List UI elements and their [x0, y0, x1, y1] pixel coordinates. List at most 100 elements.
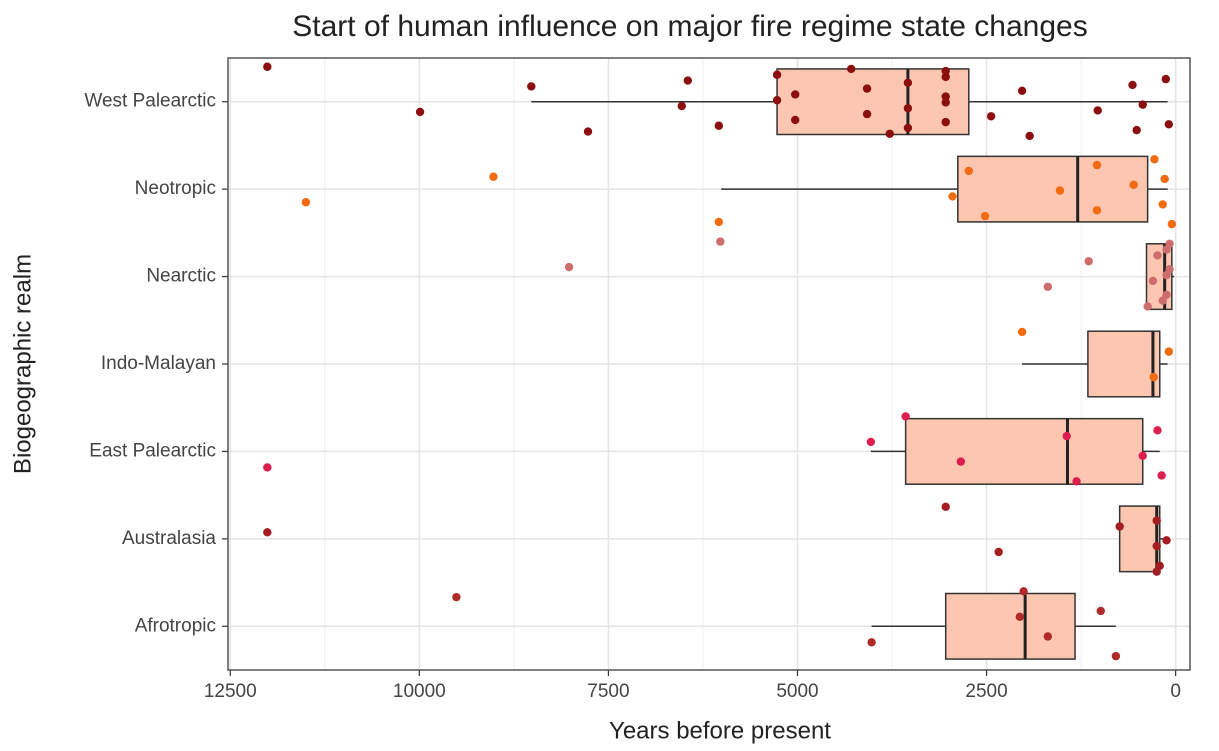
point: [452, 592, 461, 602]
box: [944, 592, 1076, 660]
point: [903, 123, 913, 133]
point: [941, 72, 950, 82]
point: [1092, 206, 1102, 215]
point: [846, 64, 856, 74]
y-axis-title: Biogeographic realm: [9, 254, 36, 474]
x-tick-label: 10000: [393, 681, 446, 702]
point: [903, 78, 913, 87]
point: [1152, 516, 1161, 525]
point: [772, 70, 782, 79]
point: [1025, 131, 1034, 141]
y-tick-label: Indo-Malayan: [101, 353, 216, 374]
point: [862, 84, 872, 93]
point: [980, 211, 990, 221]
point: [1017, 327, 1027, 337]
box: [1118, 505, 1161, 573]
point: [1152, 541, 1161, 551]
point: [1167, 219, 1177, 229]
x-tick-label: 0: [1170, 681, 1181, 702]
point: [1162, 290, 1171, 299]
point: [941, 92, 950, 101]
x-axis-title: Years before present: [609, 717, 831, 744]
point: [885, 129, 894, 138]
y-tick-label: Afrotropic: [135, 615, 216, 636]
point: [1157, 471, 1166, 480]
point: [1160, 174, 1169, 184]
point: [1092, 160, 1102, 170]
point: [527, 82, 536, 91]
point: [263, 528, 272, 537]
box: [904, 417, 1144, 485]
point: [941, 98, 950, 107]
point: [1138, 100, 1147, 109]
point: [1015, 612, 1025, 622]
point: [1164, 120, 1174, 129]
point: [1111, 651, 1121, 661]
point: [1165, 239, 1174, 248]
point: [1158, 200, 1167, 209]
point: [1149, 372, 1158, 382]
y-tick-label: East Palearctic: [89, 440, 216, 461]
point: [862, 109, 872, 119]
point: [791, 115, 800, 125]
x-tick-label: 12500: [204, 681, 257, 702]
point: [772, 96, 782, 105]
x-tick-label: 7500: [587, 681, 629, 702]
point: [941, 66, 950, 76]
point: [677, 101, 686, 111]
point: [683, 76, 693, 85]
point: [1138, 451, 1147, 460]
point: [956, 457, 966, 466]
point: [986, 112, 996, 121]
point: [1143, 302, 1152, 311]
box: [1087, 330, 1161, 398]
point: [1165, 265, 1174, 274]
point: [564, 262, 574, 272]
point: [948, 192, 957, 201]
point: [714, 121, 724, 130]
point: [489, 172, 498, 181]
point: [1017, 86, 1027, 95]
point: [941, 502, 950, 511]
y-tick-label: Nearctic: [146, 266, 216, 287]
point: [867, 638, 876, 647]
point: [714, 217, 724, 227]
point: [1148, 276, 1158, 286]
point: [994, 547, 1003, 557]
y-tick-label: Australasia: [122, 528, 216, 549]
point: [1055, 186, 1065, 195]
point: [1132, 125, 1141, 135]
point: [941, 117, 950, 127]
point: [1072, 477, 1081, 486]
point: [301, 198, 311, 207]
point: [1153, 426, 1162, 435]
point: [1043, 632, 1053, 641]
point: [1155, 561, 1164, 571]
point: [1150, 155, 1159, 164]
point: [1043, 282, 1053, 291]
point: [1096, 606, 1105, 616]
point: [1019, 587, 1028, 596]
y-tick-label: West Palearctic: [84, 91, 216, 112]
point: [866, 437, 876, 447]
plot-border: [227, 57, 1191, 671]
box: [957, 155, 1149, 223]
point: [263, 62, 272, 71]
point: [1153, 251, 1162, 260]
point: [1093, 106, 1102, 115]
x-tick-label: 2500: [965, 681, 1007, 702]
point: [716, 237, 725, 246]
x-tick-label: 5000: [776, 681, 818, 702]
point: [415, 107, 425, 117]
point: [583, 127, 593, 136]
point: [1164, 347, 1174, 356]
point: [791, 90, 800, 99]
point: [1062, 431, 1071, 441]
point: [1128, 80, 1137, 90]
point: [1084, 257, 1093, 266]
y-tick-label: Neotropic: [135, 178, 216, 199]
point: [1129, 180, 1138, 189]
point: [1115, 522, 1124, 531]
box: [776, 68, 970, 136]
